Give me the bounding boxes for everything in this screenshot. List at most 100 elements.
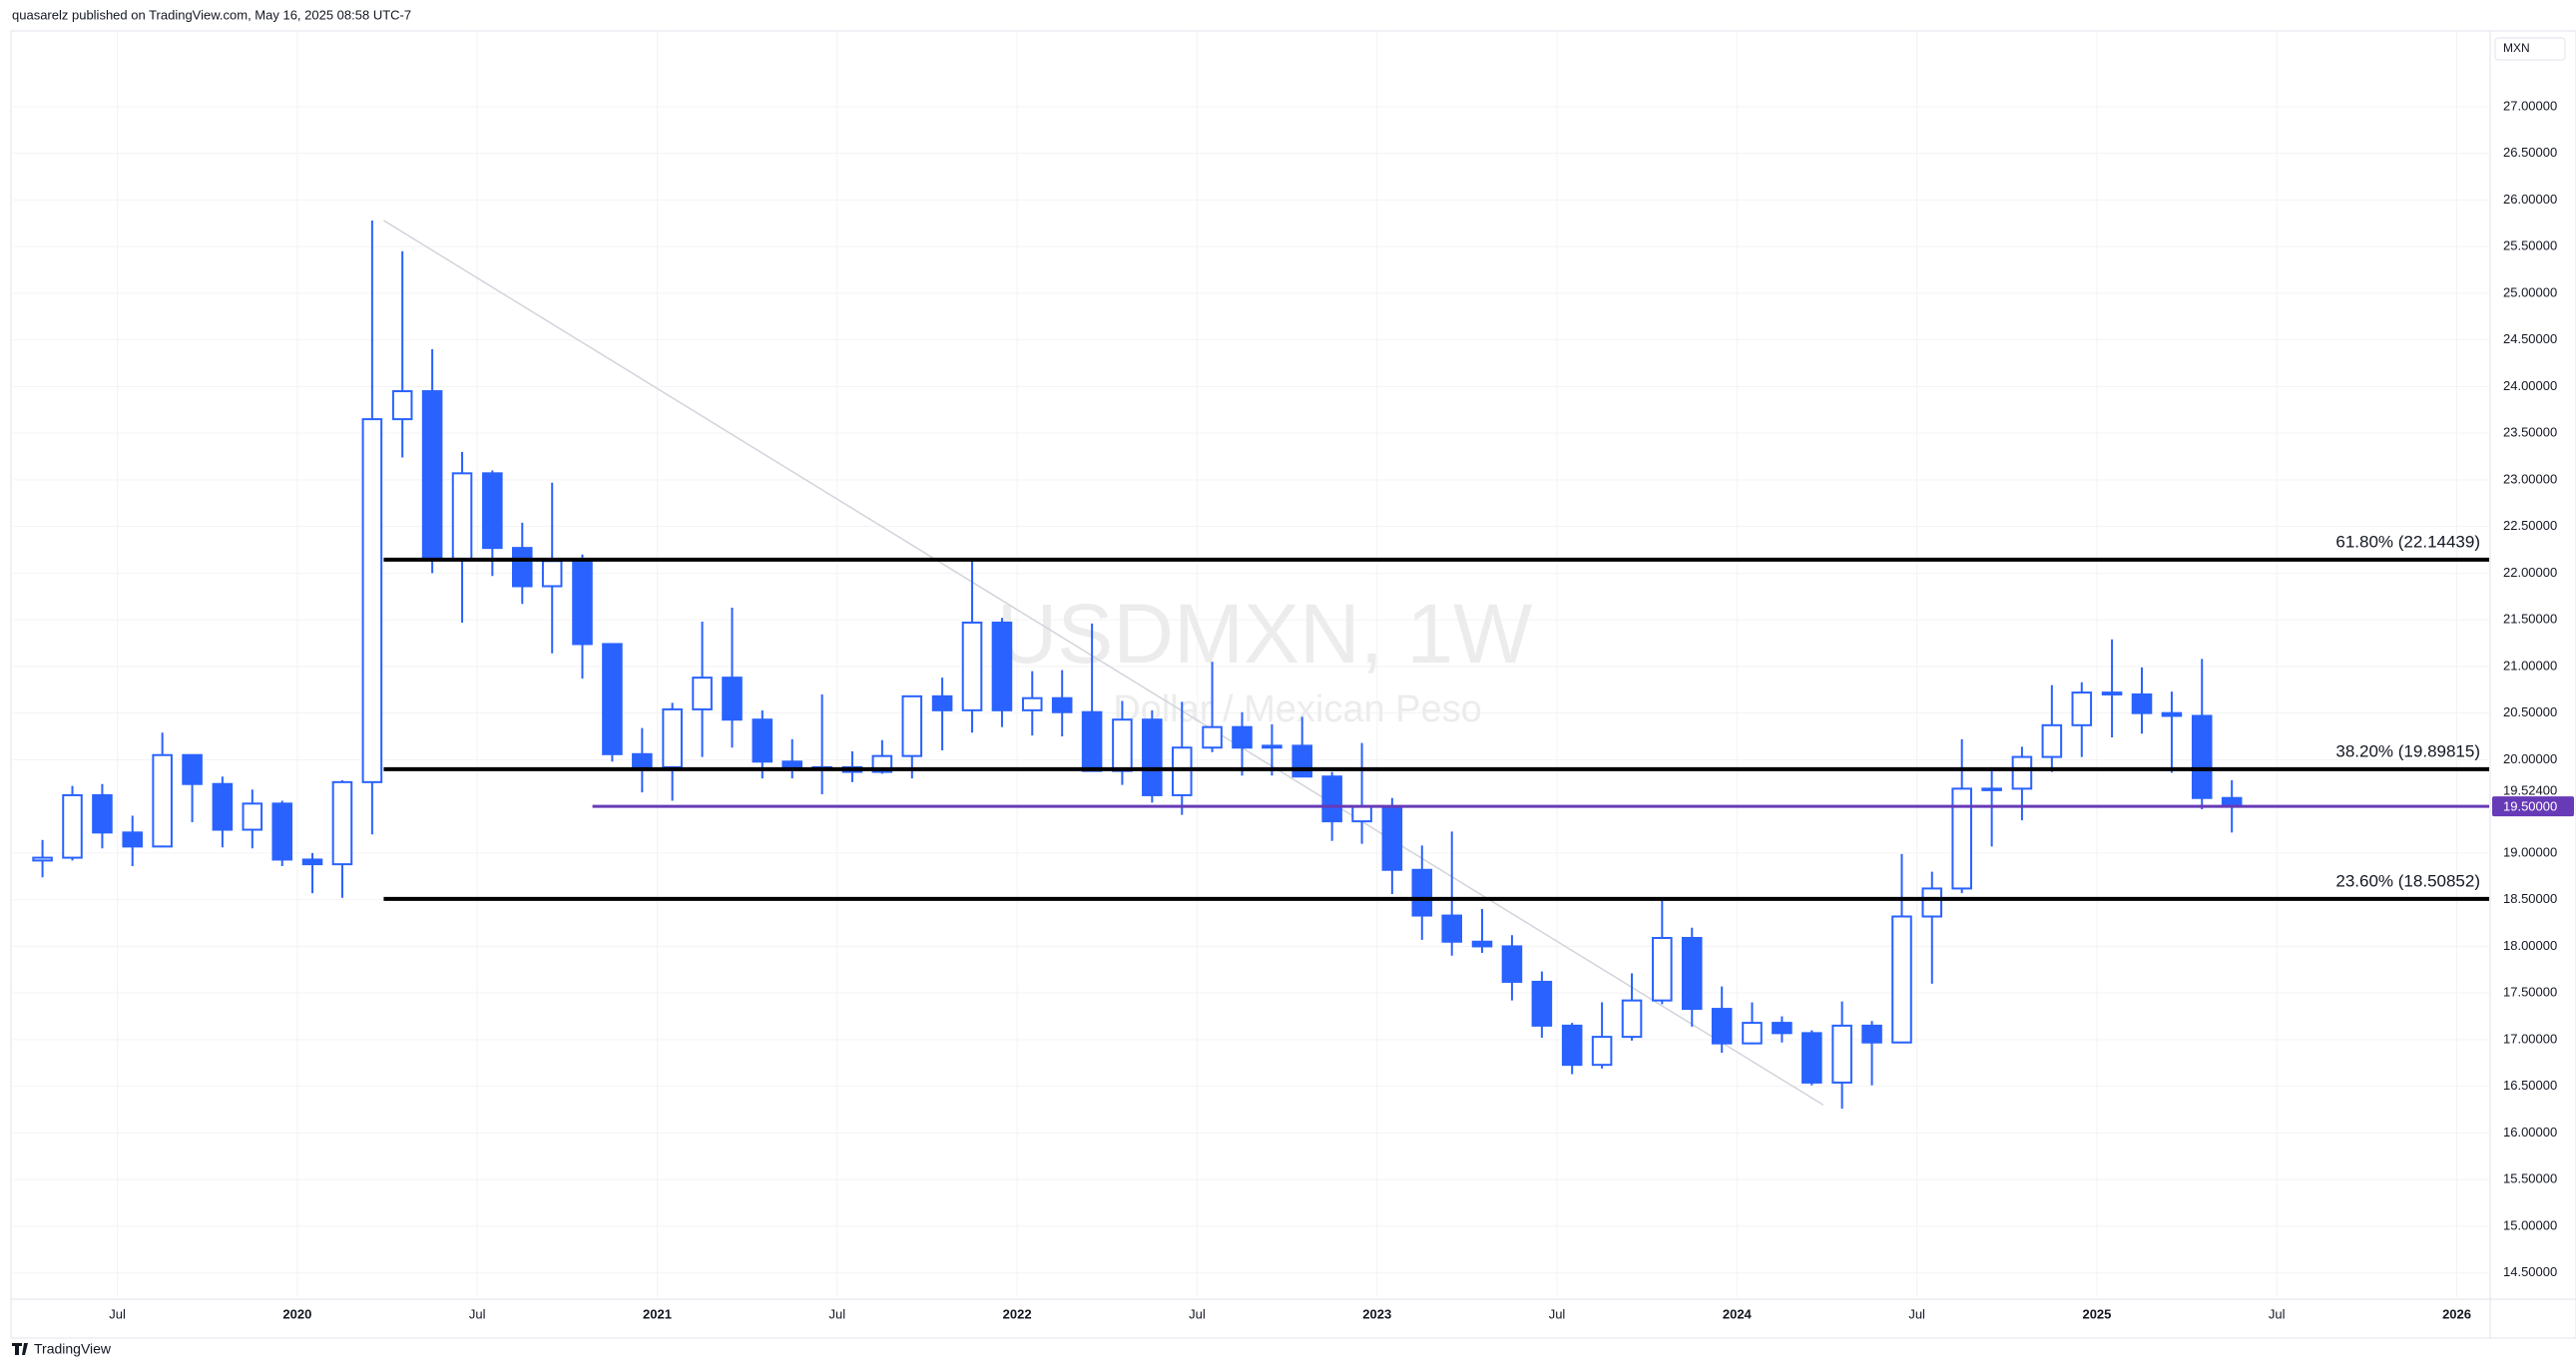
candle-body bbox=[722, 677, 743, 721]
x-tick-label: Jul bbox=[1908, 1306, 1925, 1321]
candle-body bbox=[1652, 937, 1673, 1002]
y-tick-label: 24.00000 bbox=[2503, 378, 2557, 393]
candle-body bbox=[1951, 787, 1972, 890]
candle-body bbox=[421, 390, 443, 561]
y-tick-label: 20.00000 bbox=[2503, 751, 2557, 766]
candle-body bbox=[1441, 914, 1462, 943]
candle-body bbox=[1051, 696, 1073, 713]
y-tick-label: 23.50000 bbox=[2503, 425, 2557, 440]
candle-body bbox=[1262, 744, 1283, 749]
candle-body bbox=[1021, 696, 1043, 711]
watermark: USDMXN, 1W Dollar / Mexican Peso bbox=[997, 587, 1533, 730]
currency-box bbox=[2494, 37, 2566, 61]
candle-body bbox=[1142, 718, 1163, 796]
candle-body bbox=[2101, 691, 2123, 695]
candle-body bbox=[1471, 940, 1493, 948]
fib-label: 23.60% (18.50852) bbox=[2335, 871, 2480, 890]
candle-body bbox=[1831, 1024, 1852, 1084]
candle-body bbox=[62, 793, 83, 859]
candle-body bbox=[1561, 1024, 1583, 1067]
candle-body bbox=[1081, 710, 1103, 772]
trend-line bbox=[383, 220, 1824, 1107]
candle-body bbox=[1742, 1022, 1763, 1045]
y-tick-label: 19.00000 bbox=[2503, 844, 2557, 859]
fib-label: 61.80% (22.14439) bbox=[2335, 532, 2480, 551]
x-tick-label: Jul bbox=[828, 1306, 845, 1321]
candle-body bbox=[602, 643, 623, 755]
y-tick-label: 24.50000 bbox=[2503, 331, 2557, 346]
candle-body bbox=[92, 793, 113, 834]
y-tick-label: 21.50000 bbox=[2503, 612, 2557, 627]
y-tick-label: 23.00000 bbox=[2503, 471, 2557, 486]
x-tick-label: 2026 bbox=[2442, 1306, 2471, 1321]
y-tick-label: 17.50000 bbox=[2503, 985, 2557, 1000]
candle-body bbox=[1681, 937, 1703, 1011]
y-tick-label: 26.00000 bbox=[2503, 192, 2557, 207]
alert-price-label: 19.50000 bbox=[2503, 799, 2557, 814]
candle-body bbox=[692, 677, 713, 710]
candle-body bbox=[1891, 915, 1912, 1044]
candle-body bbox=[391, 390, 413, 421]
candle-body bbox=[1291, 744, 1312, 778]
candle-body bbox=[1112, 718, 1133, 772]
candle-body bbox=[662, 707, 683, 768]
y-tick-label: 17.00000 bbox=[2503, 1031, 2557, 1046]
candle-body bbox=[1531, 980, 1553, 1027]
candle-body bbox=[212, 782, 234, 831]
candle-body bbox=[1802, 1032, 1822, 1084]
candle-body bbox=[32, 856, 53, 862]
candle-body bbox=[152, 753, 173, 848]
candle-body bbox=[1171, 746, 1193, 796]
candle-body bbox=[1501, 945, 1523, 983]
candle-body bbox=[122, 831, 144, 848]
logo-mark bbox=[12, 1343, 28, 1355]
x-tick-label: 2022 bbox=[1003, 1306, 1032, 1321]
candle-body bbox=[961, 621, 983, 711]
publisher: quasarelz published on TradingView.com, … bbox=[12, 7, 411, 22]
candle-body bbox=[752, 718, 773, 763]
x-tick-label: Jul bbox=[469, 1306, 486, 1321]
x-tick-label: Jul bbox=[2269, 1306, 2286, 1321]
candle-body bbox=[331, 780, 353, 866]
x-tick-label: Jul bbox=[1189, 1306, 1206, 1321]
candle-body bbox=[991, 621, 1013, 711]
candle-body bbox=[2071, 691, 2093, 726]
candle-body bbox=[511, 547, 533, 588]
logo: TradingView bbox=[12, 1341, 112, 1357]
candle-body bbox=[541, 560, 563, 588]
candle-body bbox=[2191, 714, 2213, 799]
candle-body bbox=[1861, 1024, 1882, 1044]
logo-text: TradingView bbox=[34, 1341, 112, 1357]
candle-body bbox=[2041, 723, 2063, 758]
y-tick-label: 16.00000 bbox=[2503, 1125, 2557, 1140]
candle-body bbox=[2011, 755, 2033, 790]
y-tick-label: 14.50000 bbox=[2503, 1264, 2557, 1279]
candle-body bbox=[451, 472, 473, 561]
candle-body bbox=[1711, 1008, 1733, 1045]
candle-body bbox=[931, 694, 953, 711]
candle-body bbox=[1921, 887, 1943, 918]
y-tick-label: 22.50000 bbox=[2503, 518, 2557, 533]
x-tick-label: Jul bbox=[109, 1306, 126, 1321]
alert-price-box bbox=[2492, 796, 2574, 817]
candle-body bbox=[1321, 775, 1342, 823]
candle-body bbox=[1381, 805, 1403, 871]
candle-body bbox=[1411, 868, 1433, 917]
y-tick-label: 25.50000 bbox=[2503, 238, 2557, 253]
y-tick-label: 22.00000 bbox=[2503, 565, 2557, 580]
candle-body bbox=[1202, 725, 1223, 749]
candle-body bbox=[901, 694, 923, 757]
watermark-subtitle: Dollar / Mexican Peso bbox=[1113, 688, 1482, 730]
frame bbox=[10, 30, 2576, 1339]
candle-body bbox=[1591, 1036, 1613, 1067]
y-tick-label: 27.00000 bbox=[2503, 98, 2557, 113]
candle-body bbox=[242, 802, 263, 831]
candle-body bbox=[1772, 1022, 1793, 1035]
y-tick-label: 21.00000 bbox=[2503, 658, 2557, 673]
y-tick-label: 20.50000 bbox=[2503, 704, 2557, 719]
x-tick-label: 2024 bbox=[1723, 1306, 1753, 1321]
candle-body bbox=[182, 753, 203, 785]
y-tick-label: 25.00000 bbox=[2503, 284, 2557, 299]
